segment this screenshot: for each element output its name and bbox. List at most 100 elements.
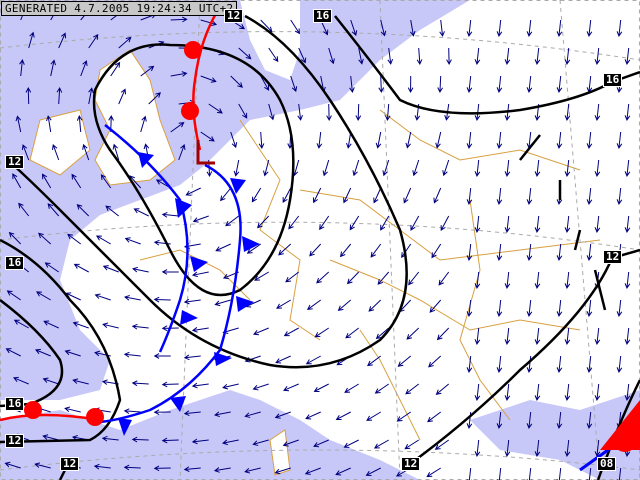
isobar-label: 12 bbox=[224, 9, 244, 23]
wind-arrow bbox=[466, 187, 473, 205]
wind-arrow bbox=[442, 159, 450, 177]
wind-arrow bbox=[349, 215, 360, 231]
wind-arrow bbox=[396, 411, 411, 422]
isobar bbox=[519, 134, 607, 311]
wind-arrow bbox=[564, 383, 571, 401]
wind-arrow bbox=[123, 295, 141, 301]
wind-arrow bbox=[246, 243, 262, 254]
wind-arrow bbox=[183, 354, 201, 361]
wind-arrow bbox=[183, 466, 201, 472]
wind-arrow bbox=[474, 103, 481, 121]
wind-arrow bbox=[112, 143, 120, 161]
wind-arrow bbox=[244, 411, 261, 418]
wind-arrow bbox=[191, 438, 209, 445]
wind-arrow bbox=[434, 439, 450, 450]
wind-arrow bbox=[466, 243, 473, 261]
wind-arrow bbox=[305, 411, 321, 420]
wind-arrow bbox=[319, 215, 330, 231]
wind-arrow bbox=[437, 75, 443, 94]
wind-arrow bbox=[526, 467, 533, 480]
wind-arrow bbox=[624, 103, 631, 121]
wind-arrow bbox=[44, 262, 59, 273]
wind-arrow bbox=[346, 271, 360, 285]
wind-arrow bbox=[8, 231, 22, 245]
wind-arrow bbox=[496, 19, 503, 37]
isobar-label: 12 bbox=[60, 457, 80, 471]
wind-arrow bbox=[274, 411, 291, 419]
wind-arrow bbox=[268, 47, 279, 63]
wind-arrow bbox=[586, 243, 593, 261]
wind-arrow bbox=[290, 19, 301, 35]
wind-arrow bbox=[384, 103, 391, 121]
wind-arrow bbox=[496, 187, 503, 205]
wind-arrow bbox=[616, 19, 623, 37]
wind-arrow bbox=[373, 187, 382, 204]
wind-arrow bbox=[431, 243, 442, 259]
wind-arrow bbox=[76, 115, 83, 133]
wind-arrow bbox=[349, 75, 355, 93]
wind-arrow bbox=[12, 376, 29, 385]
wind-arrow bbox=[58, 32, 67, 49]
wind-arrow bbox=[244, 467, 261, 474]
isobar-label: 12 bbox=[5, 155, 25, 169]
wind-arrow bbox=[34, 462, 51, 469]
wind-arrow bbox=[258, 131, 265, 150]
wind-arrow bbox=[42, 434, 59, 441]
wind-arrow bbox=[564, 327, 571, 345]
wind-arrow bbox=[624, 159, 631, 177]
wind-arrow bbox=[316, 271, 330, 284]
wind-arrow bbox=[183, 298, 201, 305]
wind-arrow bbox=[288, 215, 300, 230]
wind-arrow bbox=[153, 465, 171, 472]
wind-arrow bbox=[222, 383, 239, 390]
wind-arrow bbox=[358, 47, 364, 65]
wind-arrow bbox=[504, 383, 511, 401]
wind-arrow bbox=[378, 75, 385, 94]
wind-arrow bbox=[12, 173, 22, 189]
wind-arrow bbox=[438, 271, 450, 286]
wind-arrow bbox=[496, 467, 503, 480]
wind-arrow bbox=[504, 215, 511, 233]
wind-arrow bbox=[496, 243, 503, 261]
wind-arrow bbox=[257, 215, 270, 229]
wind-arrow bbox=[406, 327, 420, 340]
wind-arrow bbox=[15, 115, 22, 133]
wind-arrow bbox=[41, 173, 52, 189]
wind-arrow bbox=[283, 383, 299, 392]
wind-arrow bbox=[183, 410, 201, 417]
wind-arrow bbox=[76, 204, 90, 217]
wind-arrow bbox=[118, 88, 127, 105]
isobar-label: 16 bbox=[313, 9, 333, 23]
wind-arrow bbox=[352, 159, 360, 177]
wind-arrow bbox=[6, 290, 21, 301]
wind-arrow bbox=[275, 355, 291, 364]
wind-arrow bbox=[322, 159, 330, 177]
wind-arrow bbox=[407, 75, 414, 94]
wind-arrow bbox=[616, 187, 623, 205]
wind-arrow bbox=[46, 115, 52, 133]
isobar bbox=[9, 14, 408, 369]
wind-arrow bbox=[586, 411, 593, 429]
wind-arrow bbox=[283, 327, 299, 337]
wind-arrow bbox=[594, 439, 601, 457]
wind-arrow bbox=[148, 92, 161, 105]
wind-arrow bbox=[339, 243, 352, 258]
wind-arrow bbox=[110, 61, 121, 77]
wind-arrow bbox=[263, 159, 270, 177]
wind-arrow bbox=[238, 103, 248, 119]
wind-arrow bbox=[230, 131, 238, 149]
wind-arrow bbox=[496, 131, 503, 149]
wind-arrow bbox=[208, 103, 223, 114]
wind-arrow bbox=[132, 266, 149, 273]
wind-arrow bbox=[100, 174, 112, 189]
generated-timestamp: GENERATED 4.7.2005 19:24:34 UTC+2 bbox=[1, 1, 238, 16]
wind-arrow bbox=[105, 205, 120, 217]
wind-arrow bbox=[466, 131, 473, 149]
wind-arrow bbox=[282, 439, 299, 447]
wind-arrow bbox=[526, 243, 533, 261]
wind-arrow bbox=[496, 299, 503, 317]
wind-arrow bbox=[526, 187, 533, 205]
wind-arrow bbox=[220, 187, 232, 202]
wind-arrow bbox=[312, 187, 322, 204]
wind-arrow bbox=[374, 383, 389, 394]
